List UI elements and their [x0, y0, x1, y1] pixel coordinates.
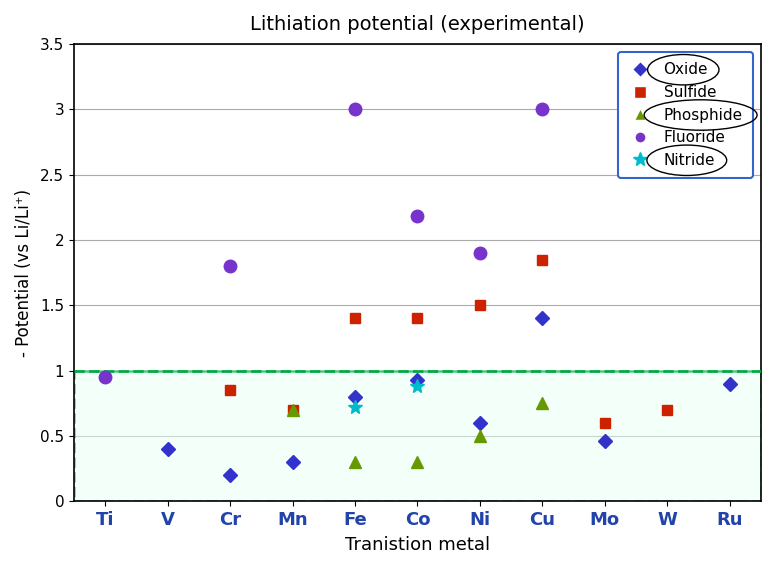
X-axis label: Tranistion metal: Tranistion metal [345, 536, 490, 554]
Y-axis label: - Potential (vs Li/Li⁺): - Potential (vs Li/Li⁺) [15, 188, 33, 357]
Legend: Oxide, Sulfide, Phosphide, Fluoride, Nitride: Oxide, Sulfide, Phosphide, Fluoride, Nit… [618, 52, 753, 179]
FancyBboxPatch shape [74, 370, 761, 501]
Title: Lithiation potential (experimental): Lithiation potential (experimental) [250, 15, 585, 34]
